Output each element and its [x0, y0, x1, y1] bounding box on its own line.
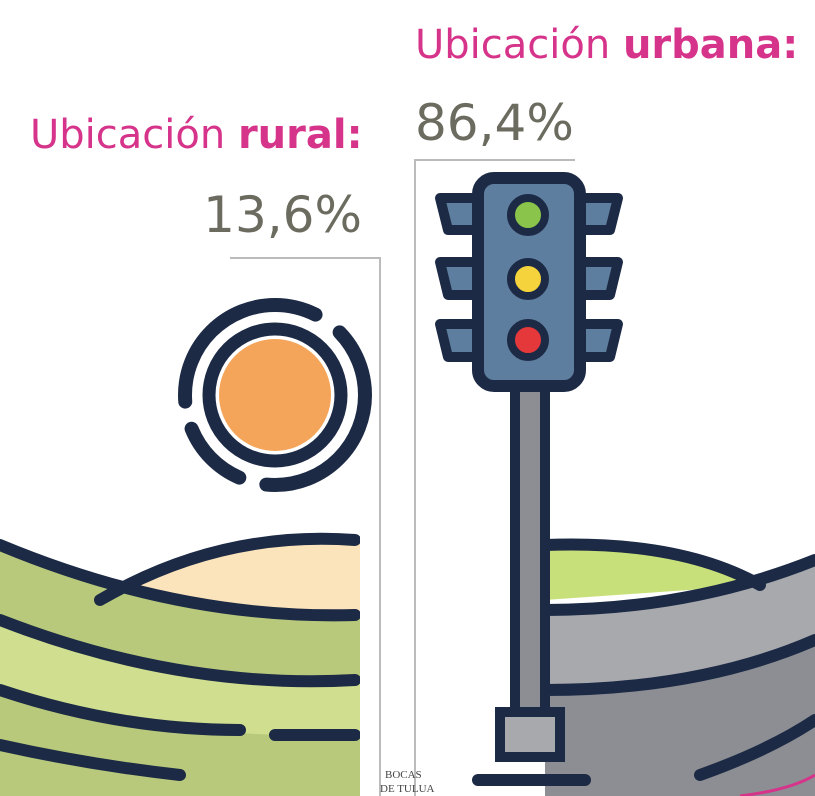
rural-value: 13,6% [203, 186, 362, 244]
rural-label: Ubicación rural: [30, 112, 363, 158]
watermark-line-1: BOCAS [385, 769, 422, 781]
urban-label-text: Ubicación [415, 22, 610, 68]
urban-value: 86,4% [415, 94, 574, 152]
infographic: Ubicación rural: 13,6% Ubicación urbana:… [0, 0, 815, 796]
urban-label-bold: urbana: [623, 22, 798, 68]
rural-label-text: Ubicación [30, 112, 225, 158]
rural-label-bold: rural: [238, 112, 363, 158]
rural-hills [0, 539, 360, 796]
watermark-line-2: DE TULUA [380, 783, 435, 795]
urban-road [545, 545, 815, 796]
sun-icon [185, 305, 365, 485]
urban-label: Ubicación urbana: [415, 22, 798, 68]
